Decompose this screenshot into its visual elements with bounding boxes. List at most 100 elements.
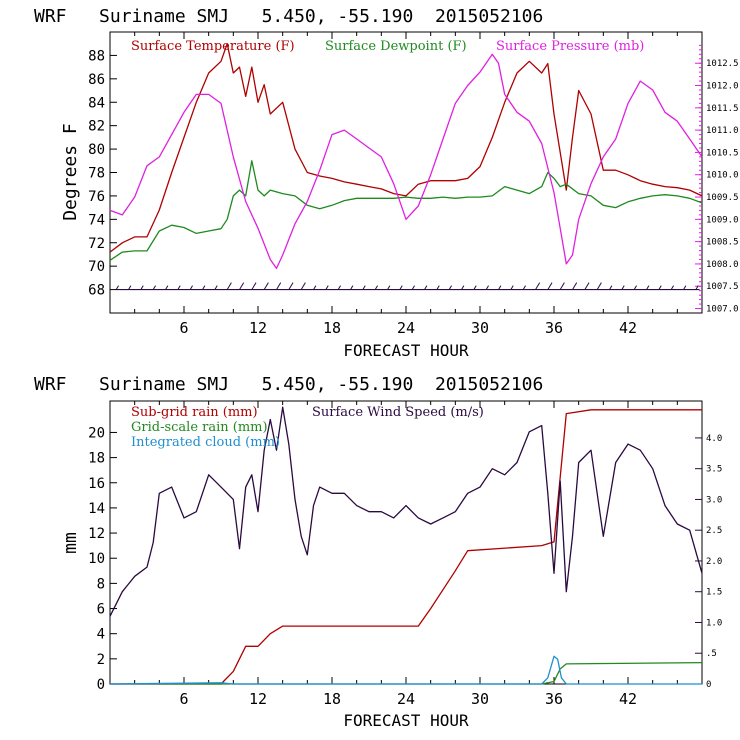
wind-barb [683, 285, 687, 290]
top-x-axis-label: FORECAST HOUR [343, 341, 469, 360]
temperature-panel: WRF Suriname SMJ 5.450, -55.190 20150521… [34, 6, 739, 360]
bottom-x-tick-label: 24 [397, 690, 415, 708]
wind-barb [621, 285, 625, 290]
wind-barb [646, 285, 650, 290]
bottom-x-tick-label: 6 [179, 690, 188, 708]
top-x-tick-label: 6 [179, 319, 188, 337]
bottom-chart-title: WRF Suriname SMJ 5.450, -55.190 20150521… [34, 374, 543, 395]
top-x-tick-label: 30 [471, 319, 489, 337]
wind-barb [239, 282, 245, 290]
top-y-tick-label: 68 [88, 283, 105, 299]
wind-barb [522, 285, 526, 290]
wind-barb [387, 285, 391, 290]
legend-integrated-cloud: Integrated cloud (mm) [131, 435, 280, 450]
wind-barb [325, 285, 329, 290]
top-y2-tick-label: 1012.0 [706, 82, 739, 92]
bottom-x-tick-label: 30 [471, 690, 489, 708]
wind-barb [337, 285, 341, 290]
top-y-tick-label: 88 [88, 48, 105, 64]
bottom-y2-tick-label: 2.0 [706, 557, 722, 567]
top-y-tick-label: 76 [88, 189, 105, 205]
top-y-axis-label: Degrees F [60, 123, 81, 221]
bottom-y2-tick-label: 0 [706, 680, 711, 690]
wind-barb [436, 285, 440, 290]
wind-barb [424, 285, 428, 290]
wind-barb [695, 285, 699, 290]
top-chart-title: WRF Suriname SMJ 5.450, -55.190 20150521… [34, 6, 543, 27]
wind-barb [411, 285, 415, 290]
bottom-y2-tick-label: .5 [706, 649, 717, 659]
wind-barb [461, 285, 465, 290]
top-y2-tick-label: 1007.5 [706, 282, 739, 292]
wind-barb [547, 282, 553, 290]
sub-grid-rain-line [110, 409, 702, 685]
top-y-tick-label: 72 [88, 236, 105, 252]
bottom-x-tick-label: 36 [545, 690, 563, 708]
wind-barb [510, 285, 514, 290]
top-y2-tick-label: 1010.5 [706, 148, 739, 158]
top-y2-tick-label: 1008.0 [706, 260, 739, 270]
wind-barb [658, 285, 662, 290]
top-y2-tick-label: 1008.5 [706, 238, 739, 248]
top-y-tick-label: 82 [88, 119, 105, 135]
wind-barb [609, 285, 613, 290]
wind-barb [485, 285, 489, 290]
bottom-y2-tick-label: 1.5 [706, 588, 722, 598]
wind-barbs [115, 282, 700, 291]
wind-barb [152, 285, 156, 290]
wind-barb [263, 282, 269, 290]
bottom-y2-tick-label: 3.0 [706, 495, 722, 505]
top-y-tick-label: 70 [88, 259, 105, 275]
bottom-y-tick-label: 20 [88, 425, 105, 441]
wind-barb [165, 285, 169, 290]
wind-barb [115, 285, 119, 290]
surface-wind-speed-line [109, 406, 703, 617]
wind-barb [202, 285, 206, 290]
bottom-y2-tick-label: 2.5 [706, 526, 722, 536]
rain-panel: WRF Suriname SMJ 5.450, -55.190 20150521… [34, 374, 722, 730]
wind-barb [140, 285, 144, 290]
top-y-tick-label: 86 [88, 72, 105, 88]
bottom-series-lines [109, 406, 703, 685]
top-y-tick-label: 74 [88, 212, 105, 228]
wind-barb [189, 285, 193, 290]
bottom-y-tick-label: 2 [97, 652, 105, 668]
legend-subgrid-rain: Sub-grid rain (mm) [131, 405, 258, 420]
bottom-y-tick-label: 0 [97, 677, 105, 693]
wind-barb [288, 282, 294, 290]
top-x-tick-label: 24 [397, 319, 415, 337]
surface-pressure-line [109, 53, 703, 270]
bottom-y-axis-label: mm [60, 532, 81, 554]
top-y2-tick-label: 1009.5 [706, 193, 739, 203]
legend-wind-speed: Surface Wind Speed (m/s) [312, 405, 484, 420]
bottom-y2-tick-label: 4.0 [706, 434, 722, 444]
wind-barb [633, 285, 637, 290]
wind-barb [177, 285, 181, 290]
bottom-y-tick-label: 4 [97, 627, 105, 643]
top-y2-tick-label: 1012.5 [706, 59, 739, 69]
bottom-y-tick-label: 14 [88, 501, 105, 517]
bottom-x-tick-label: 42 [619, 690, 637, 708]
integrated-cloud-line [109, 655, 702, 685]
wind-barb [313, 285, 317, 290]
wind-barb [448, 285, 452, 290]
top-y-tick-label: 80 [88, 142, 105, 158]
top-plot-frame [109, 31, 703, 314]
top-series-lines [109, 43, 703, 270]
bottom-y-tick-label: 12 [88, 526, 105, 542]
wind-barb [535, 282, 541, 290]
legend-pressure: Surface Pressure (mb) [496, 39, 644, 54]
bottom-y-tick-label: 6 [97, 602, 105, 618]
top-y2-tick-label: 1011.5 [706, 104, 739, 114]
bottom-y-tick-label: 10 [88, 551, 105, 567]
top-y2-tick-label: 1011.0 [706, 126, 739, 136]
wind-barb [596, 282, 602, 290]
top-y2-tick-label: 1009.0 [706, 215, 739, 225]
legend-dewpoint: Surface Dewpoint (F) [325, 39, 467, 54]
wind-barb [498, 285, 502, 290]
top-axis-ticks: 6 12 18 24 30 36 42 68 70 72 74 76 78 80 82 84 86 88 1007.… [88, 32, 739, 337]
legend-temperature: Surface Temperature (F) [131, 39, 295, 54]
top-y2-tick-label: 1010.0 [706, 171, 739, 181]
wind-barb [300, 282, 306, 290]
legend-gridscale-rain: Grid-scale rain (mm) [131, 420, 268, 435]
